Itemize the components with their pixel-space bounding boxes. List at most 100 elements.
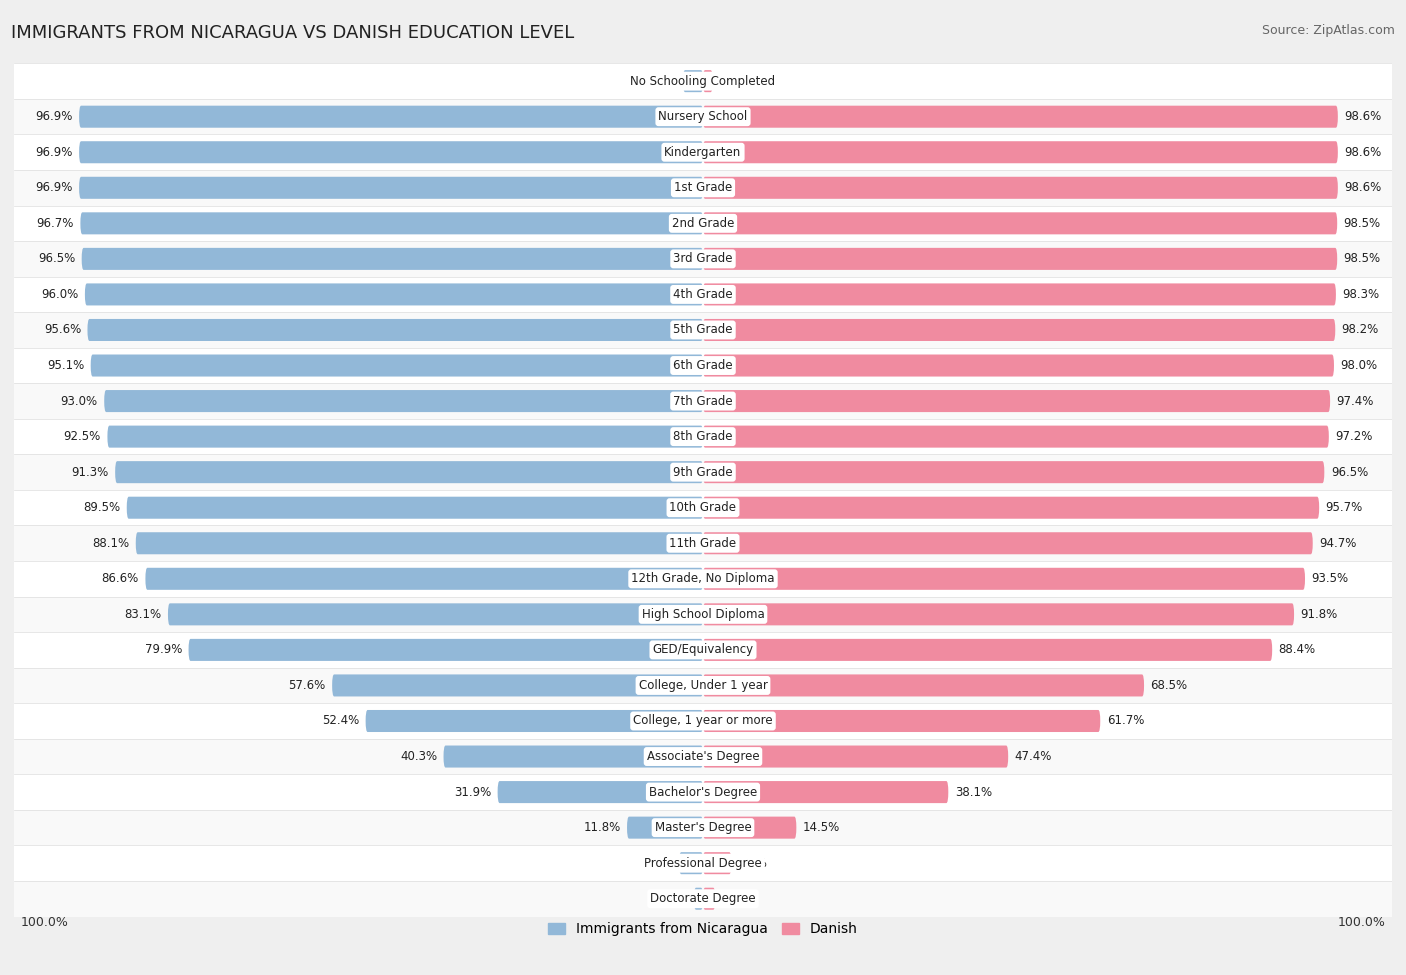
FancyBboxPatch shape — [703, 781, 948, 803]
Text: 88.4%: 88.4% — [1278, 644, 1316, 656]
Text: 98.6%: 98.6% — [1344, 110, 1382, 123]
Text: 83.1%: 83.1% — [124, 607, 162, 621]
Text: 4.4%: 4.4% — [738, 857, 768, 870]
Text: Doctorate Degree: Doctorate Degree — [650, 892, 756, 905]
FancyBboxPatch shape — [80, 213, 703, 234]
Text: 88.1%: 88.1% — [93, 537, 129, 550]
Text: 98.5%: 98.5% — [1344, 253, 1381, 265]
FancyBboxPatch shape — [145, 567, 703, 590]
Text: 47.4%: 47.4% — [1015, 750, 1052, 763]
Text: 6th Grade: 6th Grade — [673, 359, 733, 372]
FancyBboxPatch shape — [703, 390, 1330, 412]
Text: 2nd Grade: 2nd Grade — [672, 216, 734, 230]
Text: Master's Degree: Master's Degree — [655, 821, 751, 835]
Text: College, 1 year or more: College, 1 year or more — [633, 715, 773, 727]
Text: 61.7%: 61.7% — [1107, 715, 1144, 727]
Text: 11.8%: 11.8% — [583, 821, 620, 835]
Text: 96.0%: 96.0% — [41, 288, 79, 301]
Bar — [14, 348, 1392, 383]
FancyBboxPatch shape — [79, 176, 703, 199]
FancyBboxPatch shape — [366, 710, 703, 732]
Text: 57.6%: 57.6% — [288, 679, 326, 692]
Bar — [14, 703, 1392, 739]
FancyBboxPatch shape — [188, 639, 703, 661]
Text: 95.6%: 95.6% — [44, 324, 82, 336]
Bar — [14, 241, 1392, 277]
FancyBboxPatch shape — [703, 746, 1008, 767]
Bar — [14, 63, 1392, 98]
FancyBboxPatch shape — [695, 887, 703, 910]
Text: 1.4%: 1.4% — [658, 892, 688, 905]
FancyBboxPatch shape — [703, 852, 731, 875]
Text: 100.0%: 100.0% — [21, 916, 69, 929]
Text: 96.9%: 96.9% — [35, 110, 73, 123]
FancyBboxPatch shape — [104, 390, 703, 412]
FancyBboxPatch shape — [107, 426, 703, 448]
Text: GED/Equivalency: GED/Equivalency — [652, 644, 754, 656]
Text: 3.1%: 3.1% — [647, 75, 676, 88]
Bar — [14, 561, 1392, 597]
Text: 3.7%: 3.7% — [643, 857, 672, 870]
FancyBboxPatch shape — [79, 141, 703, 163]
Text: High School Diploma: High School Diploma — [641, 607, 765, 621]
Text: Bachelor's Degree: Bachelor's Degree — [650, 786, 756, 799]
Bar — [14, 739, 1392, 774]
Bar — [14, 489, 1392, 526]
Text: 31.9%: 31.9% — [454, 786, 491, 799]
Bar — [14, 135, 1392, 170]
Bar — [14, 810, 1392, 845]
Bar — [14, 206, 1392, 241]
FancyBboxPatch shape — [627, 817, 703, 838]
FancyBboxPatch shape — [703, 213, 1337, 234]
Text: College, Under 1 year: College, Under 1 year — [638, 679, 768, 692]
Text: 86.6%: 86.6% — [101, 572, 139, 585]
FancyBboxPatch shape — [443, 746, 703, 767]
Text: 4th Grade: 4th Grade — [673, 288, 733, 301]
Bar — [14, 454, 1392, 489]
Text: 3rd Grade: 3rd Grade — [673, 253, 733, 265]
FancyBboxPatch shape — [703, 817, 796, 838]
FancyBboxPatch shape — [84, 284, 703, 305]
Text: 91.3%: 91.3% — [72, 466, 108, 479]
FancyBboxPatch shape — [82, 248, 703, 270]
Bar — [14, 845, 1392, 881]
Text: Professional Degree: Professional Degree — [644, 857, 762, 870]
Text: 1.9%: 1.9% — [721, 892, 752, 905]
Bar — [14, 668, 1392, 703]
Bar — [14, 277, 1392, 312]
Text: 98.6%: 98.6% — [1344, 181, 1382, 194]
FancyBboxPatch shape — [87, 319, 703, 341]
Text: No Schooling Completed: No Schooling Completed — [630, 75, 776, 88]
Bar — [14, 526, 1392, 561]
FancyBboxPatch shape — [703, 426, 1329, 448]
FancyBboxPatch shape — [703, 141, 1339, 163]
Text: 96.7%: 96.7% — [37, 216, 75, 230]
Text: 96.5%: 96.5% — [38, 253, 76, 265]
Text: 98.5%: 98.5% — [1344, 216, 1381, 230]
Text: IMMIGRANTS FROM NICARAGUA VS DANISH EDUCATION LEVEL: IMMIGRANTS FROM NICARAGUA VS DANISH EDUC… — [11, 24, 575, 42]
Text: 91.8%: 91.8% — [1301, 607, 1337, 621]
FancyBboxPatch shape — [127, 496, 703, 519]
FancyBboxPatch shape — [703, 176, 1339, 199]
FancyBboxPatch shape — [703, 461, 1324, 484]
Text: Nursery School: Nursery School — [658, 110, 748, 123]
FancyBboxPatch shape — [703, 284, 1336, 305]
Text: 93.5%: 93.5% — [1312, 572, 1348, 585]
FancyBboxPatch shape — [498, 781, 703, 803]
FancyBboxPatch shape — [703, 248, 1337, 270]
Text: 40.3%: 40.3% — [399, 750, 437, 763]
Text: 100.0%: 100.0% — [1337, 916, 1385, 929]
Text: 8th Grade: 8th Grade — [673, 430, 733, 443]
FancyBboxPatch shape — [115, 461, 703, 484]
Text: Kindergarten: Kindergarten — [665, 145, 741, 159]
Text: 97.2%: 97.2% — [1336, 430, 1372, 443]
Text: 7th Grade: 7th Grade — [673, 395, 733, 408]
Text: 98.6%: 98.6% — [1344, 145, 1382, 159]
Bar — [14, 383, 1392, 419]
FancyBboxPatch shape — [703, 710, 1101, 732]
Bar — [14, 881, 1392, 916]
Text: 98.3%: 98.3% — [1343, 288, 1379, 301]
Text: 98.0%: 98.0% — [1340, 359, 1378, 372]
FancyBboxPatch shape — [703, 604, 1294, 625]
Text: 1st Grade: 1st Grade — [673, 181, 733, 194]
